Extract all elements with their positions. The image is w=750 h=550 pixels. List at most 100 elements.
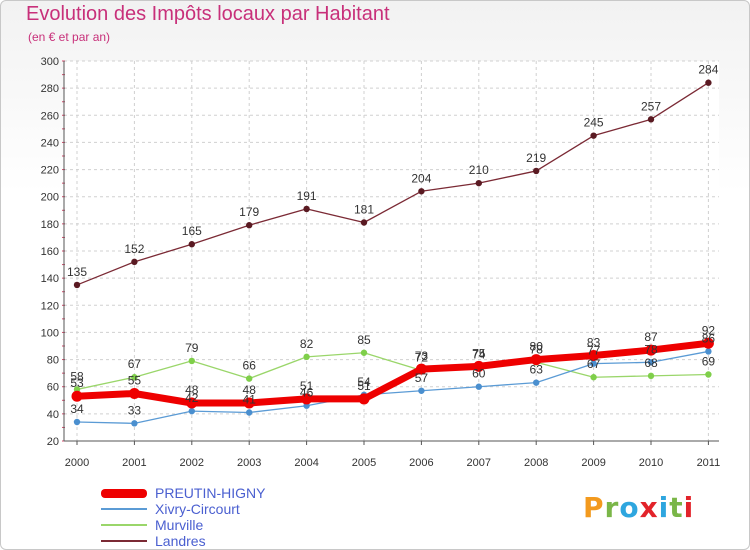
data-point-xivry-circourt (246, 409, 253, 416)
data-point-xivry-circourt (73, 418, 81, 426)
x-tick-label: 2000 (65, 457, 89, 469)
x-tick-label: 2011 (697, 457, 721, 469)
data-label-xivry-circourt: 46 (300, 386, 314, 400)
data-point-murville (590, 374, 597, 381)
legend-item-preutin-higny: PREUTIN-HIGNY (101, 485, 265, 501)
data-label-xivry-circourt: 57 (415, 371, 429, 385)
data-point-landres (705, 79, 712, 86)
data-label-preutin-higny: 48 (243, 383, 257, 397)
data-label-landres: 219 (526, 151, 546, 165)
series-line-preutin-higny (73, 339, 712, 407)
data-point-murville (705, 371, 712, 378)
y-tick-label: 120 (41, 300, 59, 312)
data-label-xivry-circourt: 60 (472, 367, 486, 381)
data-point-xivry-circourt (590, 360, 597, 367)
y-tick-label: 140 (41, 273, 59, 285)
x-tick-label: 2004 (294, 457, 318, 469)
legend-swatch-preutin-higny (101, 488, 147, 498)
data-label-xivry-circourt: 63 (530, 363, 544, 377)
y-tick-label: 200 (41, 192, 59, 204)
data-label-landres: 284 (698, 63, 718, 77)
data-label-landres: 181 (354, 203, 374, 217)
y-tick-label: 160 (41, 246, 59, 258)
data-point-preutin-higny (473, 360, 485, 372)
data-point-preutin-higny (243, 397, 255, 409)
y-tick-label: 100 (41, 327, 59, 339)
data-label-landres: 245 (584, 116, 604, 130)
x-tick-label: 2010 (639, 457, 663, 469)
data-point-murville (246, 375, 253, 382)
data-point-murville (360, 349, 368, 356)
data-label-murville: 67 (587, 357, 601, 371)
data-point-preutin-higny (71, 390, 83, 402)
data-label-preutin-higny: 51 (357, 379, 371, 393)
y-tick-label: 220 (41, 165, 59, 177)
legend-swatch-landres (101, 540, 147, 542)
legend-label-xivry-circourt: Xivry-Circourt (155, 501, 240, 517)
data-label-murville: 74 (472, 348, 486, 362)
legend-swatch-murville (101, 524, 147, 526)
data-point-xivry-circourt (131, 420, 138, 427)
legend-item-xivry-circourt: Xivry-Circourt (101, 501, 240, 517)
y-tick-label: 260 (41, 110, 59, 122)
chart-title: Evolution des Impôts locaux par Habitant (26, 3, 390, 25)
x-tick-label: 2002 (180, 457, 204, 469)
data-label-xivry-circourt: 77 (587, 344, 601, 358)
legend-item-landres: Landres (101, 533, 206, 549)
data-label-preutin-higny: 92 (702, 323, 716, 337)
y-tick-label: 240 (41, 137, 59, 149)
data-point-preutin-higny (358, 393, 370, 405)
y-tick-label: 180 (41, 219, 59, 231)
data-label-preutin-higny: 48 (185, 383, 199, 397)
data-point-murville (303, 353, 310, 361)
data-label-murville: 82 (300, 337, 314, 351)
data-label-murville: 79 (185, 341, 199, 355)
data-point-preutin-higny (301, 393, 313, 405)
data-point-preutin-higny (530, 354, 542, 366)
legend-swatch-xivry-circourt (101, 508, 147, 510)
x-tick-label: 2008 (524, 457, 548, 469)
data-label-xivry-circourt: 54 (357, 375, 371, 389)
series-line-murville (76, 352, 710, 391)
data-label-murville: 67 (128, 357, 142, 371)
data-label-murville: 66 (243, 359, 257, 373)
data-point-xivry-circourt (705, 348, 712, 355)
data-point-preutin-higny (645, 344, 657, 356)
data-point-preutin-higny (588, 350, 600, 361)
y-tick-label: 20 (47, 436, 59, 448)
data-point-xivry-circourt (647, 359, 655, 366)
data-label-xivry-circourt: 34 (70, 402, 84, 416)
data-point-murville (131, 374, 138, 381)
data-label-xivry-circourt: 86 (702, 331, 716, 345)
y-tick-label: 300 (41, 56, 59, 68)
data-point-landres (303, 205, 310, 213)
legend-item-murville: Murville (101, 517, 203, 533)
chart-subtitle: (en € et par an) (28, 30, 111, 44)
data-point-preutin-higny (186, 397, 198, 409)
data-label-preutin-higny: 53 (70, 376, 84, 390)
y-tick-label: 80 (47, 355, 59, 367)
data-point-xivry-circourt (475, 383, 482, 390)
data-point-preutin-higny (702, 337, 714, 349)
series-line-xivry-circourt (76, 350, 710, 425)
data-label-murville: 58 (70, 369, 84, 383)
y-tick-label: 60 (47, 382, 59, 394)
data-label-preutin-higny: 55 (128, 374, 142, 388)
data-label-murville: 85 (357, 333, 371, 347)
data-point-murville (188, 357, 195, 365)
data-label-landres: 179 (239, 205, 259, 219)
data-label-preutin-higny: 51 (300, 379, 314, 393)
x-tick-label: 2007 (467, 457, 491, 469)
x-tick-label: 2006 (409, 457, 433, 469)
data-label-landres: 210 (469, 163, 489, 177)
y-tick-label: 280 (41, 83, 59, 95)
data-label-preutin-higny: 80 (530, 340, 544, 354)
data-point-landres (533, 167, 540, 175)
series-line-landres (76, 82, 710, 286)
data-label-landres: 165 (182, 224, 202, 238)
data-point-landres (475, 179, 482, 187)
data-point-xivry-circourt (533, 379, 540, 386)
data-label-preutin-higny: 75 (472, 346, 486, 360)
data-label-landres: 204 (411, 171, 431, 185)
data-label-murville: 68 (644, 356, 658, 370)
